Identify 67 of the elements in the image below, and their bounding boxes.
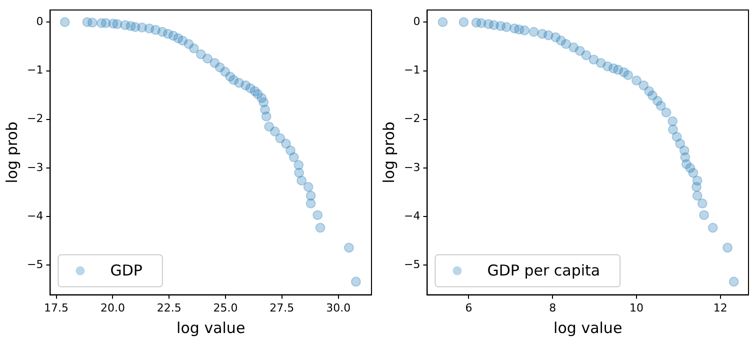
point (261, 111, 272, 122)
point (520, 25, 530, 36)
legend-label: GDP (110, 262, 142, 280)
y-tick-label: −2 (26, 112, 44, 126)
x-tick-label: 25.0 (213, 301, 238, 314)
x-axis-title: log value (176, 318, 246, 337)
point (296, 176, 307, 186)
x-tick-label: 12 (713, 301, 728, 314)
point (688, 168, 698, 178)
point (202, 54, 212, 64)
point (501, 22, 512, 32)
point (312, 210, 323, 220)
point (350, 276, 361, 287)
x-tick-label: 22.5 (156, 301, 182, 314)
point (87, 18, 98, 28)
y-tick-label: −1 (404, 64, 420, 77)
point (561, 39, 572, 50)
point (315, 222, 326, 233)
point (656, 100, 666, 111)
point (528, 26, 539, 37)
y-tick-label: −5 (404, 258, 420, 272)
point (623, 70, 634, 80)
point (306, 198, 316, 208)
point (60, 17, 70, 28)
point (344, 242, 354, 253)
point (675, 138, 686, 149)
point (188, 43, 199, 54)
point (697, 198, 708, 208)
point (638, 80, 649, 90)
x-tick-label: 10 (630, 301, 644, 314)
point (438, 17, 448, 28)
x-tick-label: 30.0 (326, 301, 351, 314)
y-axis-title: log prob (380, 122, 398, 184)
x-tick-label: 20.0 (100, 301, 125, 314)
point (294, 168, 304, 178)
y-tick-label: −1 (26, 64, 44, 77)
x-tick-label: 27.5 (270, 301, 294, 314)
point (632, 75, 642, 86)
point (661, 108, 672, 118)
point (722, 242, 733, 253)
point (581, 50, 592, 60)
y-tick-label: −2 (404, 112, 420, 126)
legend-label: GDP per capita (487, 262, 600, 280)
point (288, 152, 299, 162)
point (668, 124, 678, 135)
y-tick-label: −4 (26, 209, 44, 222)
x-tick-label: 6 (465, 301, 472, 314)
point (280, 138, 291, 149)
y-tick-label: 0 (36, 15, 44, 28)
point (303, 182, 314, 192)
point (668, 116, 678, 126)
point (708, 222, 718, 233)
point (270, 126, 280, 136)
point (458, 17, 469, 28)
x-tick-label: 8 (549, 301, 556, 314)
y-tick-label: −3 (404, 160, 420, 174)
x-axis-title: log value (554, 318, 622, 337)
x-tick-label: 17.5 (44, 301, 69, 314)
y-axis-title: log prob (2, 122, 21, 184)
point (728, 276, 739, 287)
y-tick-label: 0 (413, 15, 420, 28)
point (692, 190, 702, 201)
point (692, 176, 702, 186)
y-tick-label: −4 (404, 209, 420, 222)
point (699, 210, 710, 220)
y-tick-label: −5 (26, 258, 44, 272)
y-tick-label: −3 (26, 160, 44, 174)
